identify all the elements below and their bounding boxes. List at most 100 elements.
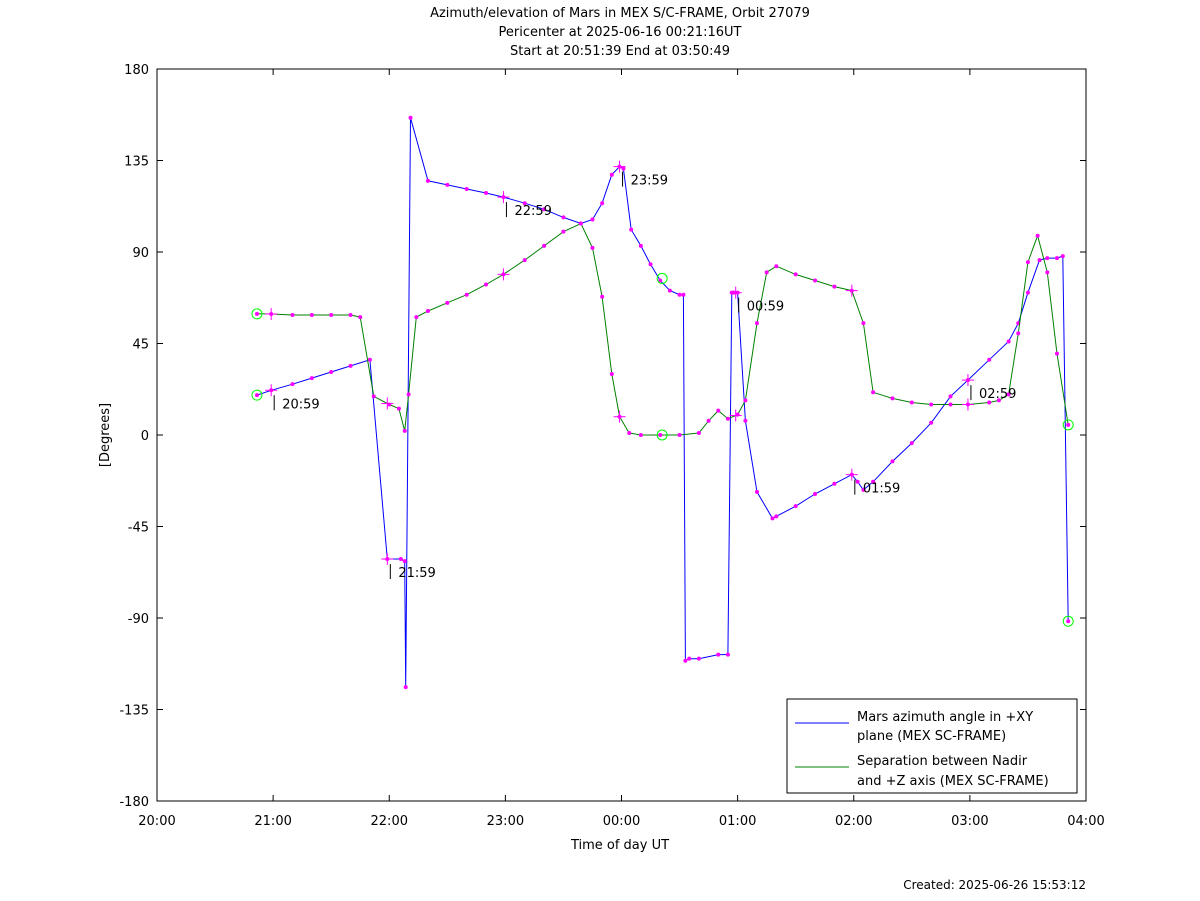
data-point: [464, 292, 469, 297]
data-point: [677, 433, 682, 437]
end-marker: [1062, 419, 1074, 431]
legend-label-azimuth-line2: plane (MEX SC-FRAME): [857, 729, 1006, 744]
time-label: 23:59: [631, 174, 668, 189]
data-point: [1045, 270, 1050, 275]
data-point: [329, 313, 334, 318]
data-point: [743, 418, 748, 423]
data-point: [774, 514, 779, 519]
data-point: [403, 685, 408, 690]
data-point: [406, 392, 411, 397]
data-point: [648, 262, 653, 267]
data-point: [348, 363, 353, 368]
x-tick-label: 23:00: [487, 814, 524, 829]
data-point: [658, 278, 663, 283]
data-point: [396, 406, 401, 411]
data-point: [909, 441, 914, 446]
data-point: [996, 398, 1001, 403]
data-point: [358, 315, 363, 320]
data-point: [1025, 260, 1030, 265]
data-point: [855, 479, 860, 484]
data-point: [484, 191, 489, 196]
chart-subtitle-start-end: Start at 20:51:39 End at 03:50:49: [510, 44, 730, 59]
chart-title: Azimuth/elevation of Mars in MEX S/C-FRA…: [430, 6, 810, 21]
data-point: [561, 215, 566, 220]
data-point: [329, 369, 334, 374]
data-point: [522, 258, 527, 263]
data-point: [1035, 233, 1040, 238]
data-point: [609, 172, 614, 177]
time-annotations: 20:59 21:59 22:59 23:59 00:59 01:59 02:59: [265, 160, 1016, 581]
data-point: [627, 430, 632, 435]
y-tick-label: -135: [119, 704, 149, 719]
y-tick-label: 90: [132, 246, 149, 261]
data-point: [743, 398, 748, 403]
data-point: [1054, 351, 1059, 356]
data-point: [638, 243, 643, 248]
data-point: [398, 557, 403, 562]
data-point: [716, 408, 721, 413]
data-point: [677, 292, 682, 297]
legend-box: [786, 698, 1078, 794]
data-point: [309, 313, 314, 318]
data-point: [764, 270, 769, 275]
data-point: [402, 428, 407, 433]
data-point: [681, 292, 686, 297]
data-point: [445, 182, 450, 187]
data-point: [1006, 392, 1011, 397]
legend-label-separation-line2: and +Z axis (MEX SC-FRAME): [857, 774, 1049, 789]
data-point: [754, 321, 759, 326]
time-label: 00:59: [747, 300, 784, 315]
data-point: [1006, 339, 1011, 344]
y-tick-label: 180: [124, 63, 149, 78]
x-tick-label: 02:00: [835, 814, 872, 829]
time-label: 22:59: [514, 204, 551, 219]
data-point: [774, 264, 779, 269]
data-point: [367, 357, 372, 362]
legend-label-azimuth-line1: Mars azimuth angle in +XY: [857, 710, 1033, 725]
start-marker: [251, 389, 263, 401]
series-line-azimuth: [256, 117, 1069, 688]
end-marker: [1062, 615, 1074, 627]
data-point: [425, 308, 430, 313]
data-point: [687, 656, 692, 661]
data-point: [590, 245, 595, 250]
data-point: [725, 416, 730, 421]
data-point: [861, 487, 866, 492]
data-point: [696, 656, 701, 661]
data-point: [629, 227, 634, 232]
time-label: 01:59: [863, 482, 900, 497]
data-point: [348, 313, 353, 318]
chart-subtitle-pericenter: Pericenter at 2025-06-16 00:21:16UT: [498, 25, 741, 40]
data-point: [725, 652, 730, 657]
y-tick-label: -180: [119, 795, 149, 810]
time-label: 02:59: [979, 387, 1016, 402]
x-axis: 20:00 21:00 22:00 23:00 00:00 01:00 02:00 03:00…: [138, 69, 1105, 829]
data-point: [909, 400, 914, 405]
data-point: [1037, 258, 1042, 263]
data-point: [667, 288, 672, 293]
data-point: [371, 394, 376, 399]
y-tick-label: -45: [128, 521, 149, 536]
data-point: [590, 217, 595, 222]
y-tick-label: 45: [132, 338, 149, 353]
data-point: [929, 420, 934, 425]
data-point: [770, 516, 775, 521]
data-point: [754, 489, 759, 494]
data-point: [1066, 619, 1071, 624]
data-point: [609, 372, 614, 376]
y-axis-label: [Degrees]: [98, 403, 113, 467]
data-point: [813, 278, 818, 283]
data-point: [425, 178, 430, 183]
plot-area-frame: [156, 68, 1087, 802]
series-line-separation: [256, 222, 1069, 436]
data-point: [464, 186, 469, 191]
x-tick-label: 21:00: [254, 814, 291, 829]
data-point: [735, 412, 740, 417]
x-axis-label: Time of day UT: [570, 838, 669, 853]
data-point: [871, 479, 876, 484]
x-tick-label: 04:00: [1067, 814, 1104, 829]
legend: Mars azimuth angle in +XY plane (MEX SC-…: [786, 698, 1078, 794]
data-point: [948, 394, 953, 399]
data-point: [890, 396, 895, 401]
